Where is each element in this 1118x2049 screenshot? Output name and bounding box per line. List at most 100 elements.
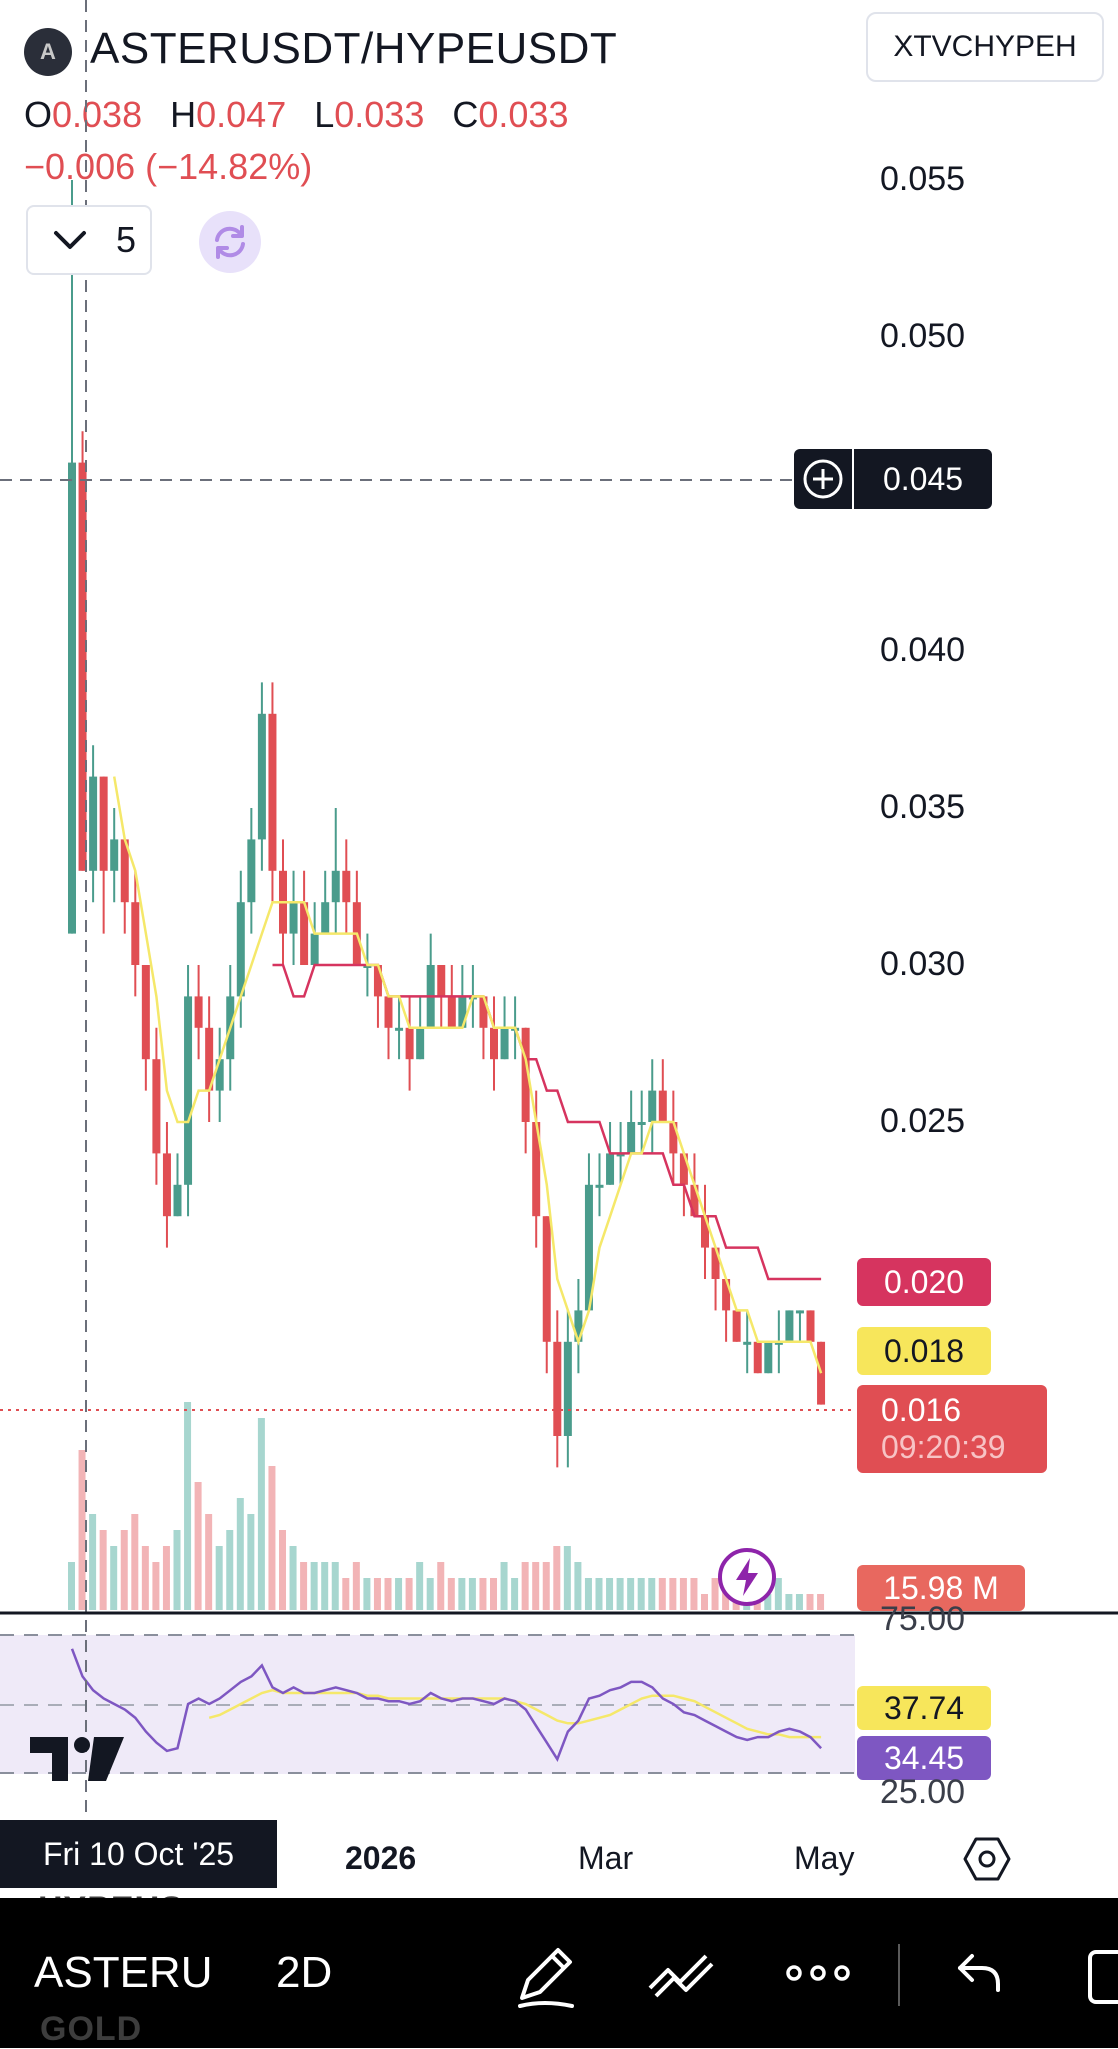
chart-settings-button[interactable]	[962, 1835, 1012, 1888]
fullscreen-icon[interactable]	[1088, 1950, 1118, 2004]
volume-bar	[363, 1578, 371, 1610]
volume-bar	[162, 1546, 170, 1610]
tradingview-logo	[30, 1737, 124, 1786]
volume-bar	[795, 1594, 803, 1610]
draw-button[interactable]	[514, 1942, 578, 2015]
undo-button[interactable]	[956, 1950, 1002, 1999]
volume-bar	[395, 1578, 403, 1610]
volume-bar	[458, 1578, 466, 1610]
candle-body	[606, 1153, 615, 1185]
candle-body	[342, 870, 351, 903]
volume-bar	[479, 1578, 487, 1610]
volume-bar	[532, 1562, 540, 1610]
ma-slow-price-label: 0.020	[857, 1258, 991, 1306]
volume-bar	[184, 1402, 192, 1610]
candle-body	[732, 1310, 741, 1342]
volume-bar	[416, 1562, 424, 1610]
lightning-button[interactable]	[716, 1546, 778, 1608]
rsi-band	[0, 1635, 855, 1774]
candle-body	[268, 713, 277, 871]
volume-bar	[563, 1546, 571, 1610]
time-label-may: May	[794, 1840, 855, 1876]
candle-body	[532, 1122, 541, 1217]
volume-bar	[99, 1530, 107, 1610]
symbol-title[interactable]: ASTERUSDT/HYPEUSDT	[90, 24, 618, 73]
volume-bar	[711, 1578, 719, 1610]
rsi-lower-tick: 25.00	[880, 1773, 966, 1811]
volume-bar	[627, 1578, 635, 1610]
volume-bar	[426, 1578, 434, 1610]
volume-bar	[152, 1562, 160, 1610]
candle-body	[795, 1310, 804, 1314]
rsi-ma-value-label: 37.74	[857, 1686, 991, 1730]
price-tick: 0.050	[880, 317, 966, 355]
volume-bar	[606, 1578, 614, 1610]
time-label-year: 2026	[345, 1840, 417, 1876]
toolbar-divider	[898, 1944, 900, 2006]
chart-canvas[interactable]	[0, 0, 1118, 1898]
volume-bar	[226, 1530, 234, 1610]
price-tick: 0.055	[880, 160, 966, 198]
volume-bar	[247, 1514, 255, 1610]
candle-body	[806, 1310, 815, 1342]
candle-body	[616, 1153, 625, 1157]
candle-body	[184, 996, 193, 1185]
candle-body	[447, 996, 456, 1028]
volume-bar	[500, 1562, 508, 1610]
candle-body	[110, 839, 119, 871]
volume-bar	[511, 1578, 519, 1610]
volume-bar	[817, 1594, 825, 1610]
crosshair-price-label[interactable]: 0.045	[794, 449, 992, 509]
refresh-icon	[215, 225, 245, 259]
candle-body	[458, 996, 467, 1028]
ma-slow-line	[272, 963, 822, 1281]
mode-2d-button[interactable]: 2D	[276, 1948, 333, 1997]
price-tick: 0.035	[880, 788, 966, 826]
candle-body	[690, 1184, 699, 1217]
volume-bar	[701, 1594, 708, 1610]
volume-bar	[658, 1578, 666, 1610]
volume-bar	[669, 1578, 677, 1610]
candle-body	[289, 902, 298, 934]
volume-bar	[521, 1562, 529, 1610]
volume-bar	[205, 1514, 213, 1610]
pencil-icon	[518, 1948, 574, 2008]
volume-bar	[78, 1450, 86, 1610]
candle-body	[131, 902, 140, 965]
refresh-button[interactable]	[199, 211, 261, 273]
volume-bar	[300, 1562, 308, 1610]
volume-bar	[352, 1562, 360, 1610]
candle-body	[247, 839, 256, 903]
candle-body	[99, 776, 108, 871]
candle-body	[584, 1184, 593, 1311]
last-price-label: 0.016 09:20:39	[857, 1385, 1047, 1473]
candle-body	[205, 1027, 214, 1091]
crosshair-date-label: Fri 10 Oct '25	[0, 1820, 277, 1888]
volume-bar	[68, 1562, 75, 1610]
interval-selector[interactable]: 5	[26, 205, 152, 275]
volume-bar	[584, 1578, 592, 1610]
symbol-button[interactable]: ASTERU	[34, 1948, 213, 1997]
more-button[interactable]	[786, 1960, 850, 1991]
candle-body	[669, 1122, 678, 1154]
volume-bar	[268, 1466, 276, 1610]
lightning-icon	[718, 1548, 776, 1606]
volume-bar	[648, 1578, 656, 1610]
volume-bar	[405, 1578, 413, 1610]
ghost-symbol-bottom: GOLD	[40, 2010, 143, 2048]
volume-bar	[468, 1578, 476, 1610]
candle-body	[162, 1153, 171, 1217]
candle-body	[774, 1341, 783, 1345]
open-value: 0.038	[52, 94, 143, 135]
drawing-tools-button[interactable]	[646, 1950, 716, 2005]
candle-body	[395, 1027, 404, 1031]
candle-body	[701, 1216, 709, 1248]
volume-bar	[321, 1562, 329, 1610]
add-alert-button[interactable]	[794, 449, 854, 509]
volume-bar	[89, 1514, 97, 1610]
low-value: 0.033	[334, 94, 425, 135]
bar-countdown: 09:20:39	[881, 1429, 1006, 1465]
volume-bar	[490, 1578, 497, 1610]
exchange-button[interactable]: XTVCHYPEH	[866, 12, 1104, 82]
candle-body	[500, 1027, 509, 1060]
